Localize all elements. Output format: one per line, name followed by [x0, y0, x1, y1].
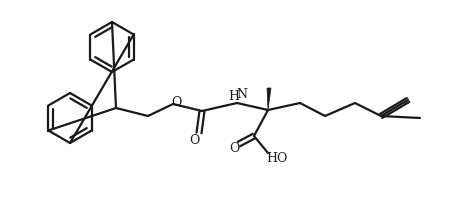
Text: N: N [236, 88, 248, 102]
Text: HO: HO [266, 151, 288, 165]
Polygon shape [267, 88, 271, 110]
Text: O: O [229, 142, 239, 156]
Text: H: H [228, 90, 240, 104]
Text: O: O [189, 134, 199, 146]
Text: O: O [171, 97, 181, 109]
